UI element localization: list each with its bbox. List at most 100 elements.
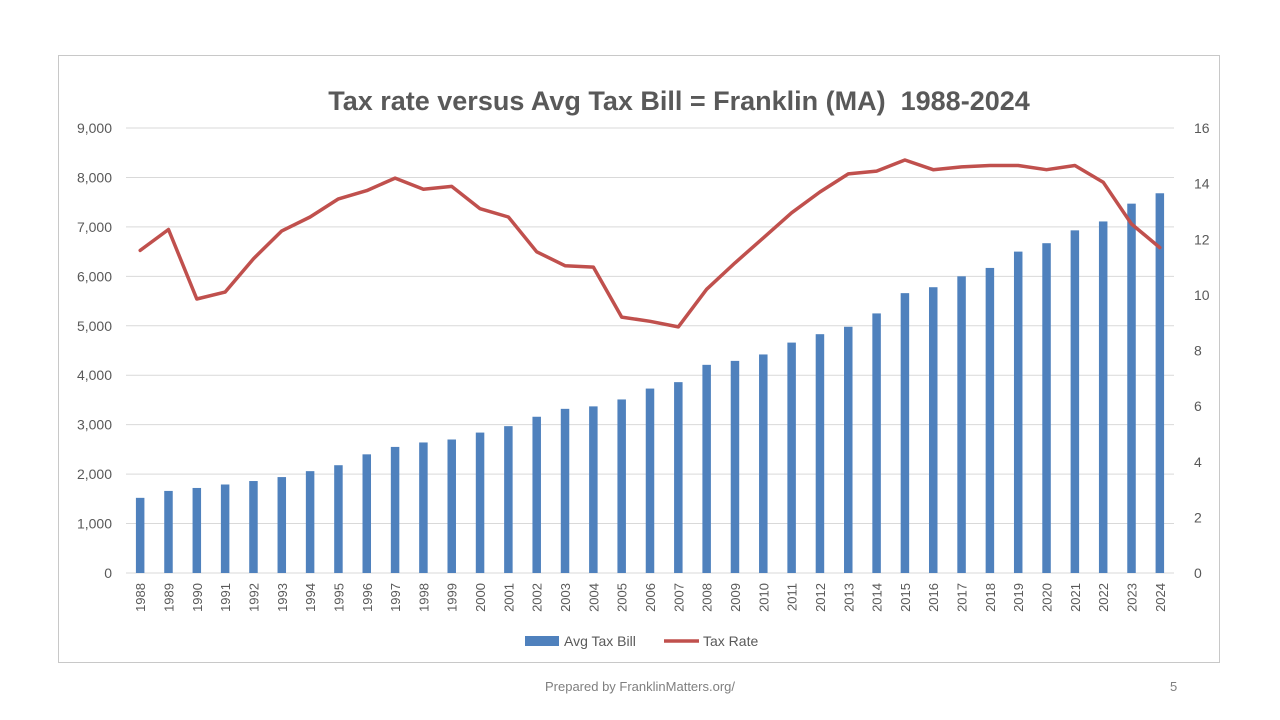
x-tick-label: 2008 <box>700 583 715 612</box>
x-tick-label: 2009 <box>728 583 743 612</box>
x-tick-label: 2021 <box>1068 583 1083 612</box>
chart-title: Tax rate versus Avg Tax Bill = Franklin … <box>328 86 1030 116</box>
y-left-tick-label: 0 <box>104 565 112 581</box>
bar <box>957 276 966 573</box>
bar <box>1155 193 1165 573</box>
x-tick-label: 2023 <box>1125 583 1140 612</box>
y-right-tick-label: 16 <box>1194 120 1210 136</box>
bar <box>560 408 570 573</box>
bar <box>249 481 258 573</box>
bar <box>900 293 910 573</box>
x-tick-label: 1990 <box>190 583 205 612</box>
legend-swatch-avg-tax-bill <box>525 636 559 646</box>
x-tick-label: 2020 <box>1040 583 1055 612</box>
bar <box>277 477 287 573</box>
x-tick-label: 2012 <box>813 583 828 612</box>
x-tick-label: 2004 <box>586 583 601 612</box>
x-tick-label: 2006 <box>643 583 658 612</box>
bar <box>334 465 343 573</box>
bar <box>1098 221 1108 573</box>
chart-frame: 0 1,000 2,000 3,000 4,000 5,000 6,000 7,000 8,00… <box>58 55 1220 663</box>
x-tick-label: 1999 <box>445 583 460 612</box>
bar <box>702 364 711 573</box>
y-right-tick-label: 4 <box>1194 454 1202 470</box>
y-left-tick-label: 9,000 <box>77 120 112 136</box>
bar <box>645 388 655 573</box>
bar <box>447 439 456 573</box>
chart: 0 1,000 2,000 3,000 4,000 5,000 6,000 7,000 8,00… <box>77 86 1210 649</box>
y-right-tick-label: 0 <box>1194 565 1202 581</box>
x-tick-label: 2007 <box>671 583 686 612</box>
x-tick-label: 1991 <box>218 583 233 612</box>
bar <box>730 360 740 573</box>
bar <box>589 406 598 573</box>
x-tick-label: 1996 <box>360 583 375 612</box>
x-tick-label: 2015 <box>898 583 913 612</box>
x-tick-label: 1992 <box>246 583 261 612</box>
x-tick-label: 1995 <box>331 583 346 612</box>
x-tick-label: 2024 <box>1153 583 1168 612</box>
x-tick-label: 1994 <box>303 583 318 612</box>
tax-rate-line <box>138 158 1162 329</box>
x-tick-label: 1988 <box>133 583 148 612</box>
x-tick-label: 2001 <box>501 583 516 612</box>
bar <box>844 326 853 573</box>
y-left-tick-label: 3,000 <box>77 417 112 433</box>
legend-label-avg-tax-bill: Avg Tax Bill <box>564 633 636 649</box>
bar <box>220 484 230 573</box>
bar <box>362 454 372 573</box>
bar <box>1127 203 1136 573</box>
bar <box>985 267 995 573</box>
y-left-tick-label: 2,000 <box>77 466 112 482</box>
x-tick-label: 2010 <box>756 583 771 612</box>
x-tick-label: 2005 <box>615 583 630 612</box>
bar <box>1013 251 1023 573</box>
y-left-tick-label: 4,000 <box>77 367 112 383</box>
y-right-tick-label: 8 <box>1194 343 1202 359</box>
bar <box>928 287 938 573</box>
x-tick-label: 2016 <box>926 583 941 612</box>
bar <box>390 446 400 573</box>
bar <box>305 471 315 573</box>
y-right-tick-label: 14 <box>1194 176 1210 192</box>
x-tick-label: 1993 <box>275 583 290 612</box>
x-tick-label: 2000 <box>473 583 488 612</box>
bar <box>475 432 485 573</box>
bar <box>135 497 145 573</box>
bar <box>504 426 513 573</box>
y-right-tick-label: 6 <box>1194 398 1202 414</box>
bar <box>617 399 626 573</box>
bar <box>192 487 202 573</box>
x-tick-label: 2003 <box>558 583 573 612</box>
y-right-tick-label: 2 <box>1194 509 1202 525</box>
x-tick-label: 2022 <box>1096 583 1111 612</box>
bar <box>1042 243 1051 573</box>
bar <box>419 442 428 573</box>
x-tick-label: 1997 <box>388 583 403 612</box>
bar <box>1070 230 1080 573</box>
x-tick-label: 1998 <box>416 583 431 612</box>
y-left-tick-label: 1,000 <box>77 516 112 532</box>
bar <box>759 354 768 573</box>
x-tick-label: 2017 <box>955 583 970 612</box>
x-tick-label: 2018 <box>983 583 998 612</box>
bar <box>532 416 541 573</box>
y-left-tick-label: 5,000 <box>77 318 112 334</box>
x-tick-label: 2002 <box>530 583 545 612</box>
slide-number: 5 <box>1170 679 1178 694</box>
bar <box>815 334 825 573</box>
bar <box>674 382 683 573</box>
x-tick-label: 2011 <box>785 583 800 611</box>
y-left-tick-label: 8,000 <box>77 169 112 185</box>
bar <box>164 490 173 573</box>
y-left-tick-label: 7,000 <box>77 219 112 235</box>
x-tick-label: 2013 <box>841 583 856 612</box>
y-left-tick-label: 6,000 <box>77 268 112 284</box>
legend-label-tax-rate: Tax Rate <box>703 633 758 649</box>
y-right-tick-label: 10 <box>1194 287 1210 303</box>
x-tick-label: 1989 <box>161 583 176 612</box>
footer-text: Prepared by FranklinMatters.org/ <box>544 679 736 694</box>
bar <box>787 342 796 573</box>
x-tick-label: 2014 <box>870 583 885 612</box>
bar <box>872 313 881 573</box>
